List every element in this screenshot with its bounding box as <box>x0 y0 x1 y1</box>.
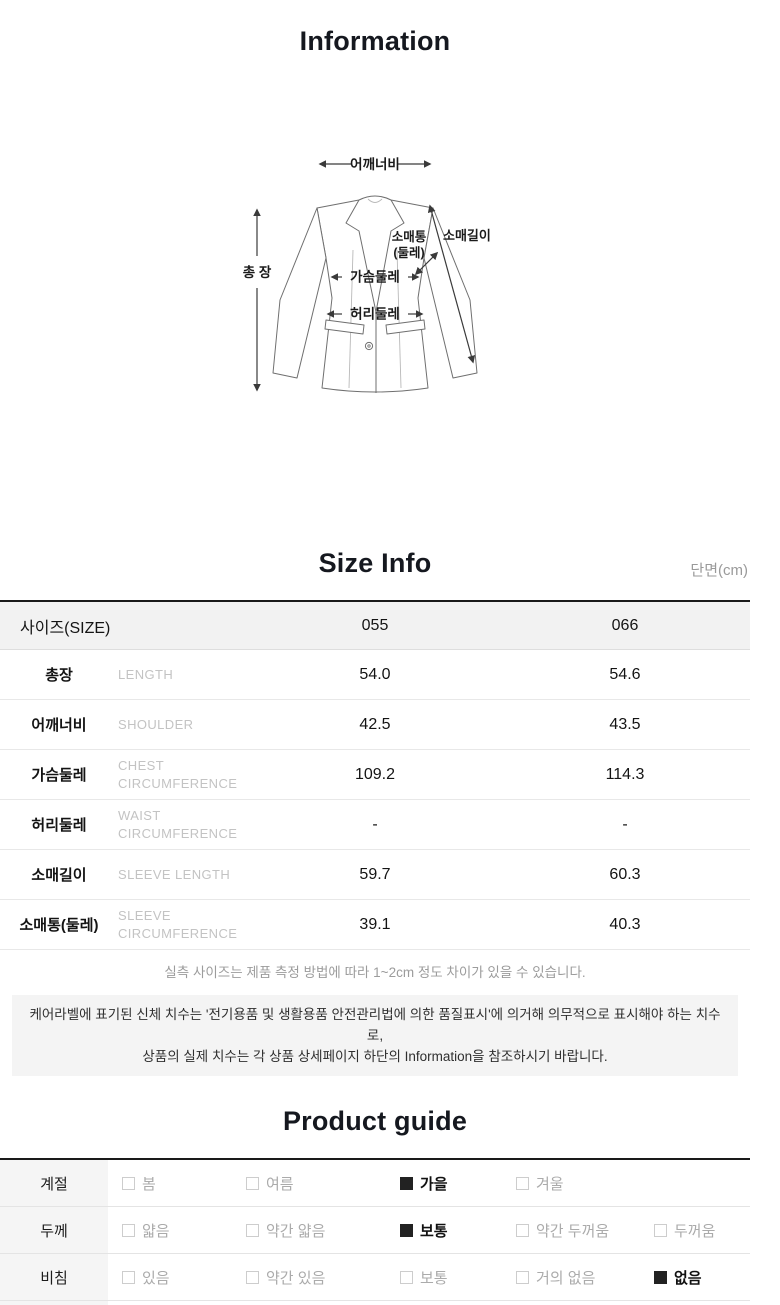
checkbox-icon <box>246 1270 259 1284</box>
checkbox-icon <box>246 1176 259 1190</box>
checkbox-icon <box>400 1176 413 1190</box>
product-information-page: Information <box>0 24 750 1305</box>
row-label-kr: 가슴둘레 <box>31 767 87 784</box>
option-thin: 얇음 <box>108 1220 232 1241</box>
checkbox-icon <box>246 1223 259 1237</box>
option-sheer: 있음 <box>108 1267 232 1288</box>
label-sleeve-width-1: 소매통 <box>392 229 427 244</box>
unit-label: 단면(cm) <box>690 562 748 579</box>
product-guide-table: 계절 봄 여름 가을 겨울 두께 얇음 약간 얇음 보통 약간 두꺼움 두꺼움 … <box>0 1158 750 1305</box>
row-label-en: SLEEVE LENGTH <box>118 866 231 882</box>
checkbox-icon <box>654 1270 667 1284</box>
value-066: - <box>622 815 628 833</box>
care-label-note-line1: 케어라벨에 표기된 신체 치수는 '전기용품 및 생활용품 안전관리법에 의한 … <box>29 1007 721 1043</box>
checkbox-icon <box>654 1223 667 1237</box>
care-label-note-line2: 상품의 실제 치수는 각 상품 상세페이지 하단의 Information을 참… <box>142 1049 608 1064</box>
measurement-arrows <box>253 160 476 392</box>
value-055: 109.2 <box>354 765 396 783</box>
size-option-055: 055 <box>361 616 389 634</box>
value-066: 54.6 <box>609 665 641 683</box>
value-066: 43.5 <box>609 715 641 733</box>
value-066: 60.3 <box>609 865 641 883</box>
row-label-en: CHEST CIRCUMFERENCE <box>118 757 238 791</box>
size-info-header: Size Info 단면(cm) <box>0 546 750 582</box>
label-chest: 가슴둘레 <box>350 270 400 285</box>
row-label-kr: 소매통(둘레) <box>19 917 99 934</box>
option-slightly-sheer: 약간 있음 <box>232 1267 386 1288</box>
size-diagram: 어깨너비 총 장 소매통 (둘레) 소매길이 가슴둘레 허리둘레 <box>0 150 750 410</box>
table-row-shoulder: 어깨너비 SHOULDER 42.5 43.5 <box>0 700 750 750</box>
guide-row-sheerness: 비침 있음 약간 있음 보통 거의 없음 없음 <box>0 1254 750 1301</box>
row-label-kr: 총장 <box>45 667 73 684</box>
option-summer: 여름 <box>232 1173 386 1194</box>
guide-row-label: 계절 <box>0 1160 108 1206</box>
option-not-sheer: 없음 <box>640 1267 750 1288</box>
care-label-note: 케어라벨에 표기된 신체 치수는 '전기용품 및 생활용품 안전관리법에 의한 … <box>12 995 738 1076</box>
size-option-066: 066 <box>611 616 639 634</box>
option-rarely-sheer: 거의 없음 <box>502 1267 640 1288</box>
option-winter: 겨울 <box>502 1173 640 1194</box>
option-slightly-thin: 약간 얇음 <box>232 1220 386 1241</box>
option-thick: 두꺼움 <box>640 1220 750 1241</box>
option-spring: 봄 <box>108 1173 232 1194</box>
checkbox-icon <box>516 1223 529 1237</box>
guide-row-cutoff <box>0 1301 750 1305</box>
information-title: Information <box>299 26 451 56</box>
checkbox-icon <box>122 1176 135 1190</box>
jacket-seams <box>348 198 402 389</box>
checkbox-icon <box>400 1270 413 1284</box>
value-055: 54.0 <box>359 665 391 683</box>
table-row-chest: 가슴둘레 CHEST CIRCUMFERENCE 109.2 114.3 <box>0 750 750 800</box>
table-row-length: 총장 LENGTH 54.0 54.6 <box>0 650 750 700</box>
guide-row-label: 비침 <box>0 1254 108 1300</box>
value-055: 59.7 <box>359 865 391 883</box>
row-label-kr: 어깨너비 <box>31 717 87 734</box>
table-row-sleeve-width: 소매통(둘레) SLEEVE CIRCUMFERENCE 39.1 40.3 <box>0 900 750 950</box>
table-row-sleeve-length: 소매길이 SLEEVE LENGTH 59.7 60.3 <box>0 850 750 900</box>
guide-row-label-cutoff <box>0 1301 108 1305</box>
label-waist: 허리둘레 <box>350 306 400 322</box>
checkbox-icon <box>516 1176 529 1190</box>
measure-tolerance-note: 실측 사이즈는 제품 측정 방법에 따라 1~2cm 정도 차이가 있을 수 있… <box>164 965 586 980</box>
size-table: 사이즈(SIZE) 055 066 총장 LENGTH 54.0 54.6 어깨… <box>0 600 750 950</box>
size-table-header-row: 사이즈(SIZE) 055 066 <box>0 602 750 650</box>
jacket-lapels <box>324 199 426 393</box>
row-label-kr: 허리둘레 <box>31 817 87 834</box>
row-label-en: SLEEVE CIRCUMFERENCE <box>118 907 238 941</box>
option-medium: 보통 <box>386 1220 502 1241</box>
checkbox-icon <box>122 1223 135 1237</box>
label-sleeve-width-2: (둘레) <box>393 245 424 260</box>
row-label-en: WAIST CIRCUMFERENCE <box>118 807 238 841</box>
option-slightly-thick: 약간 두꺼움 <box>502 1220 640 1241</box>
label-sleeve-length: 소매길이 <box>443 228 491 243</box>
option-medium-sheer: 보통 <box>386 1267 502 1288</box>
value-055: - <box>372 815 378 833</box>
label-total-length: 총 장 <box>243 264 272 280</box>
table-row-waist: 허리둘레 WAIST CIRCUMFERENCE - - <box>0 800 750 850</box>
jacket-measurement-illustration: 어깨너비 총 장 소매통 (둘레) 소매길이 가슴둘레 허리둘레 <box>243 156 491 393</box>
checkbox-icon <box>122 1270 135 1284</box>
product-guide-title: Product guide <box>282 1106 468 1136</box>
guide-row-label: 두께 <box>0 1207 108 1253</box>
row-label-en: SHOULDER <box>118 716 194 732</box>
row-label-kr: 소매길이 <box>31 867 87 884</box>
row-label-en: LENGTH <box>118 666 174 682</box>
option-fall: 가을 <box>386 1173 502 1194</box>
label-shoulder-width: 어깨너비 <box>350 156 400 172</box>
value-066: 114.3 <box>605 765 645 783</box>
jacket-outline <box>272 195 478 393</box>
value-066: 40.3 <box>609 915 641 933</box>
checkbox-icon <box>400 1223 413 1237</box>
value-055: 39.1 <box>359 915 391 933</box>
value-055: 42.5 <box>359 715 391 733</box>
size-info-title: Size Info <box>318 548 432 578</box>
guide-row-thickness: 두께 얇음 약간 얇음 보통 약간 두꺼움 두꺼움 <box>0 1207 750 1254</box>
checkbox-icon <box>516 1270 529 1284</box>
size-column-label: 사이즈(SIZE) <box>20 619 111 637</box>
guide-row-season: 계절 봄 여름 가을 겨울 <box>0 1160 750 1207</box>
